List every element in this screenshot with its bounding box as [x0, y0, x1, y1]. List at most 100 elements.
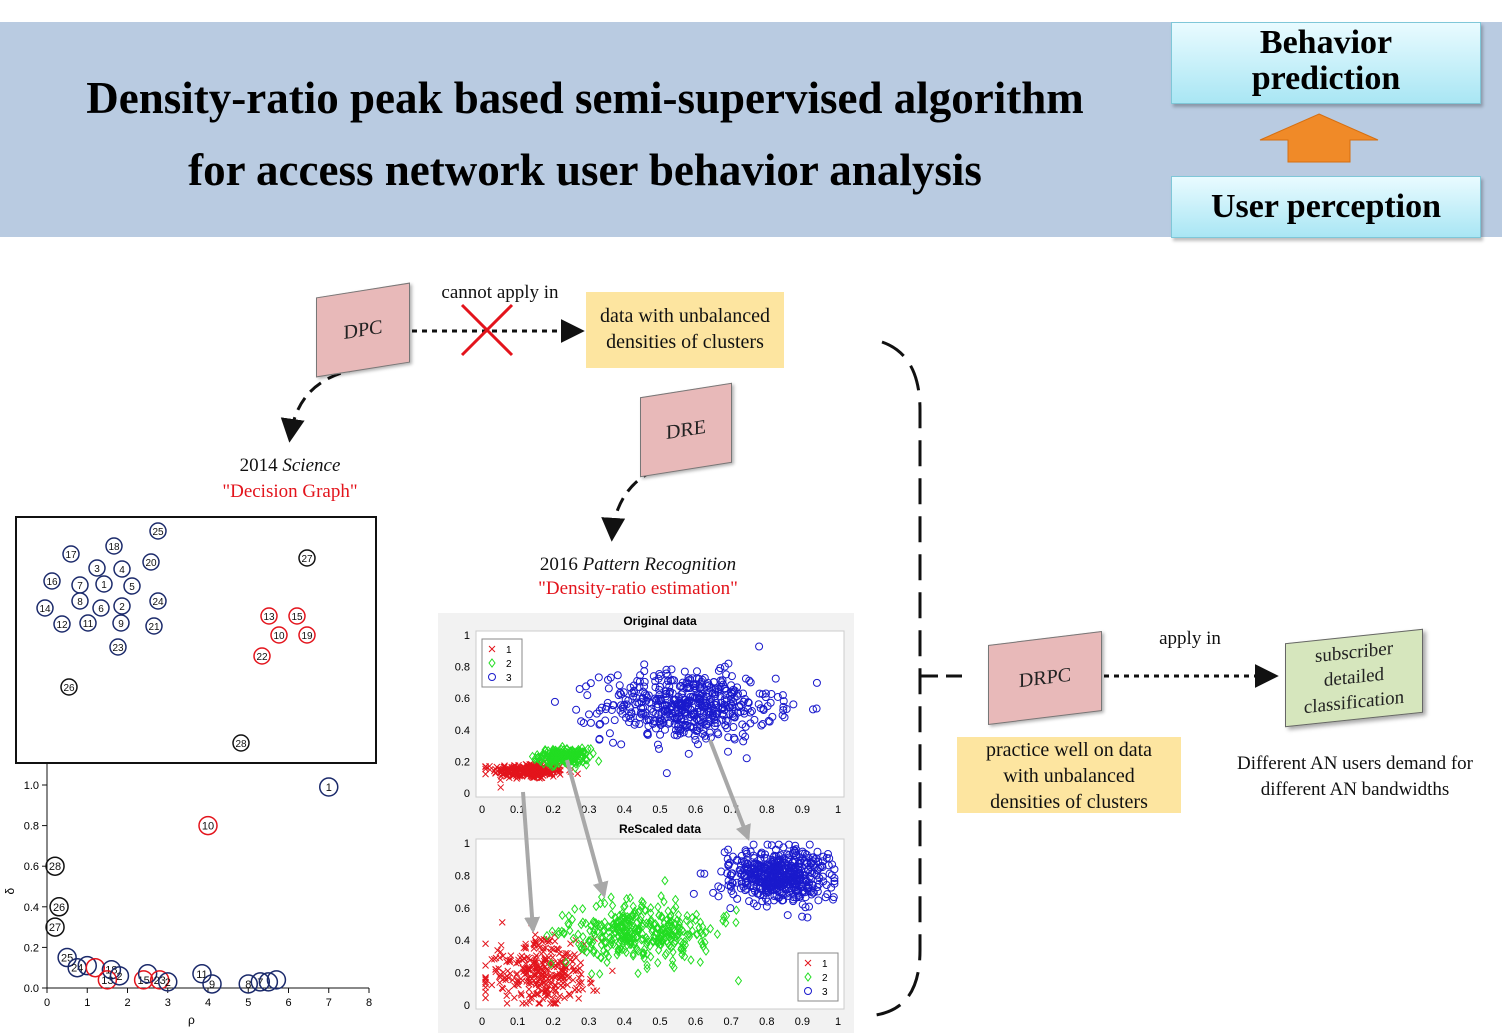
x-tick-label: 0.7	[724, 1016, 739, 1028]
y-tick-label: 1	[464, 630, 470, 642]
decision-point: 14	[36, 599, 54, 617]
x-tick-label: 0.5	[652, 804, 667, 816]
rho-delta-point-label: 2	[165, 977, 171, 989]
rho-delta-point: 9	[202, 974, 222, 994]
practice-well-box: practice well on data with unbalanced de…	[957, 737, 1181, 813]
y-tick-label: 0.2	[455, 968, 470, 980]
chart-title: ReScaled data	[619, 822, 701, 836]
decision-point-label: 13	[263, 612, 275, 623]
decision-point: 15	[288, 607, 306, 625]
legend-label: 2	[506, 659, 512, 670]
decision-point-label: 20	[145, 558, 157, 569]
decision-point: 23	[109, 638, 127, 656]
decision-point: 19	[298, 626, 316, 644]
x-tick-label: 0.4	[617, 1016, 632, 1028]
rho-delta-point	[77, 955, 97, 976]
rho-delta-point-label: 28	[49, 861, 61, 873]
decision-point: 4	[113, 560, 131, 578]
unbalanced-line-2: densities of clusters	[606, 331, 764, 353]
x-tick-label: 0.3	[581, 1016, 596, 1028]
x-tick-label: 0.9	[795, 1016, 810, 1028]
x-tick-label: 0.5	[652, 1016, 667, 1028]
decision-point: 5	[123, 577, 141, 595]
x-tick-label: 1	[84, 997, 90, 1009]
decision-point-label: 15	[291, 612, 303, 623]
decision-point-label: 4	[119, 565, 125, 576]
decision-point-label: 22	[256, 652, 268, 663]
rho-delta-point-label: 27	[49, 922, 61, 934]
y-tick-label: 0.8	[455, 870, 470, 882]
decision-point: 9	[112, 614, 130, 632]
decision-point-label: 14	[39, 604, 51, 615]
decision-point: 24	[149, 592, 167, 610]
decision-point-label: 3	[94, 564, 100, 575]
unbalanced-line-1: data with unbalanced	[600, 305, 770, 327]
rho-delta-point: 1	[319, 777, 339, 797]
decision-point: 2	[113, 597, 131, 615]
y-axis-label: δ	[3, 888, 17, 895]
different-users-label: Different AN users demand for different …	[1236, 753, 1474, 800]
decision-point-label: 28	[235, 739, 247, 750]
decision-point: 28	[232, 734, 250, 752]
decision-point-label: 6	[98, 604, 104, 615]
decision-point-label: 26	[63, 683, 75, 694]
rho-delta-point-label: 1	[326, 782, 332, 794]
x-tick-label: 3	[165, 997, 171, 1009]
y-tick-label: 0.8	[24, 821, 39, 833]
series-3	[689, 840, 839, 922]
x-tick-label: 7	[326, 997, 332, 1009]
decision-point-label: 19	[301, 631, 313, 642]
rho-delta-point-label: 23	[154, 975, 166, 987]
decision-point-label: 12	[56, 620, 68, 631]
decision-graph-label: "Decision Graph"	[222, 481, 358, 502]
decision-point-label: 5	[129, 582, 135, 593]
rho-delta-point-label: 7	[257, 977, 263, 989]
decision-point: 1	[95, 575, 113, 593]
rho-delta-point: 15	[133, 970, 154, 990]
decision-point: 10	[270, 626, 288, 644]
decision-point-label: 10	[273, 631, 285, 642]
legend: 1 2 3	[481, 638, 523, 688]
rho-delta-point	[266, 970, 287, 990]
decision-point: 11	[79, 614, 97, 632]
decision-point: 6	[92, 599, 110, 617]
x-tick-label: 0.1	[510, 804, 525, 816]
rho-delta-point: 10	[198, 815, 218, 836]
rho-delta-point: 11	[192, 964, 212, 984]
unbalanced-data-box: data with unbalanced densities of cluste…	[586, 292, 784, 368]
rho-delta-point: 23	[149, 970, 170, 990]
decision-point: 13	[260, 607, 278, 625]
x-tick-label: 0.9	[795, 804, 810, 816]
rho-delta-point: 27	[45, 917, 65, 937]
title-line-2: for access network user behavior analysi…	[188, 145, 982, 195]
x-axis-label: ρ	[188, 1013, 195, 1027]
y-tick-label: 0.6	[455, 693, 470, 705]
rho-delta-point: 28	[45, 856, 65, 876]
decision-point: 20	[142, 553, 160, 571]
behavior-label: Behavior	[1259, 24, 1393, 61]
apply-in-label: apply in	[1159, 628, 1221, 649]
rho-delta-point: 26	[49, 897, 69, 917]
legend-label: 3	[506, 673, 512, 684]
rho-delta-point-label: 2	[116, 971, 122, 983]
rho-delta-chart: 0 1 2 3 4 5 6 7 80.00.20.40.60.81.0ρδ11028262725…	[3, 764, 372, 1027]
rho-delta-point	[85, 957, 106, 978]
decision-point-label: 18	[108, 542, 120, 553]
series-2	[528, 741, 603, 773]
decision-point-label: 7	[77, 581, 83, 592]
decision-point: 16	[43, 572, 61, 590]
density-ratio-label: "Density-ratio estimation"	[538, 578, 738, 599]
cannot-apply-label: cannot apply in	[441, 282, 559, 303]
legend: 1 2 3	[797, 952, 839, 1002]
x-tick-label: 8	[366, 997, 372, 1009]
y-tick-label: 0.4	[455, 935, 470, 947]
decision-point-label: 23	[112, 643, 124, 654]
decision-point-label: 25	[152, 527, 164, 538]
rho-delta-point: 2	[158, 972, 178, 992]
legend-label: 2	[822, 973, 828, 984]
x-tick-label: 0.3	[581, 804, 596, 816]
prediction-label: prediction	[1251, 60, 1401, 97]
rho-delta-point	[258, 972, 279, 992]
